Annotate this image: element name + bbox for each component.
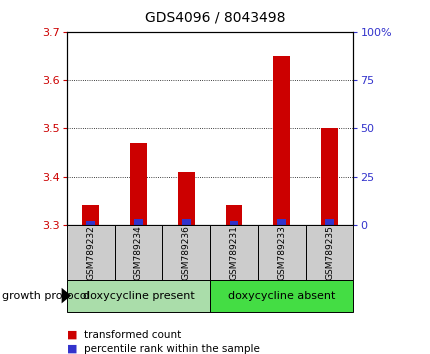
FancyBboxPatch shape <box>162 225 210 280</box>
Text: GDS4096 / 8043498: GDS4096 / 8043498 <box>145 11 285 25</box>
Bar <box>134 219 142 225</box>
Text: GSM789235: GSM789235 <box>324 225 333 280</box>
Bar <box>273 56 289 225</box>
FancyBboxPatch shape <box>305 225 353 280</box>
FancyBboxPatch shape <box>67 225 114 280</box>
Text: GSM789236: GSM789236 <box>181 225 190 280</box>
Text: ■: ■ <box>67 344 77 354</box>
Bar <box>320 129 337 225</box>
Text: GSM789233: GSM789233 <box>276 225 286 280</box>
FancyBboxPatch shape <box>210 280 353 312</box>
Text: growth protocol: growth protocol <box>2 291 89 301</box>
Text: GSM789231: GSM789231 <box>229 225 238 280</box>
Bar <box>325 219 333 225</box>
Bar <box>130 143 147 225</box>
Text: GSM789234: GSM789234 <box>134 225 143 280</box>
FancyBboxPatch shape <box>114 225 162 280</box>
Bar <box>178 172 194 225</box>
Bar <box>181 219 190 225</box>
Bar <box>225 206 242 225</box>
Bar <box>277 219 286 225</box>
Bar <box>229 221 238 225</box>
Text: doxycycline present: doxycycline present <box>83 291 194 301</box>
Bar <box>86 221 95 225</box>
FancyBboxPatch shape <box>210 225 257 280</box>
FancyBboxPatch shape <box>257 225 305 280</box>
Text: transformed count: transformed count <box>84 330 181 339</box>
Text: GSM789232: GSM789232 <box>86 225 95 280</box>
Text: ■: ■ <box>67 330 77 339</box>
Text: percentile rank within the sample: percentile rank within the sample <box>84 344 259 354</box>
Text: doxycycline absent: doxycycline absent <box>227 291 335 301</box>
FancyBboxPatch shape <box>67 280 210 312</box>
Bar <box>82 206 99 225</box>
